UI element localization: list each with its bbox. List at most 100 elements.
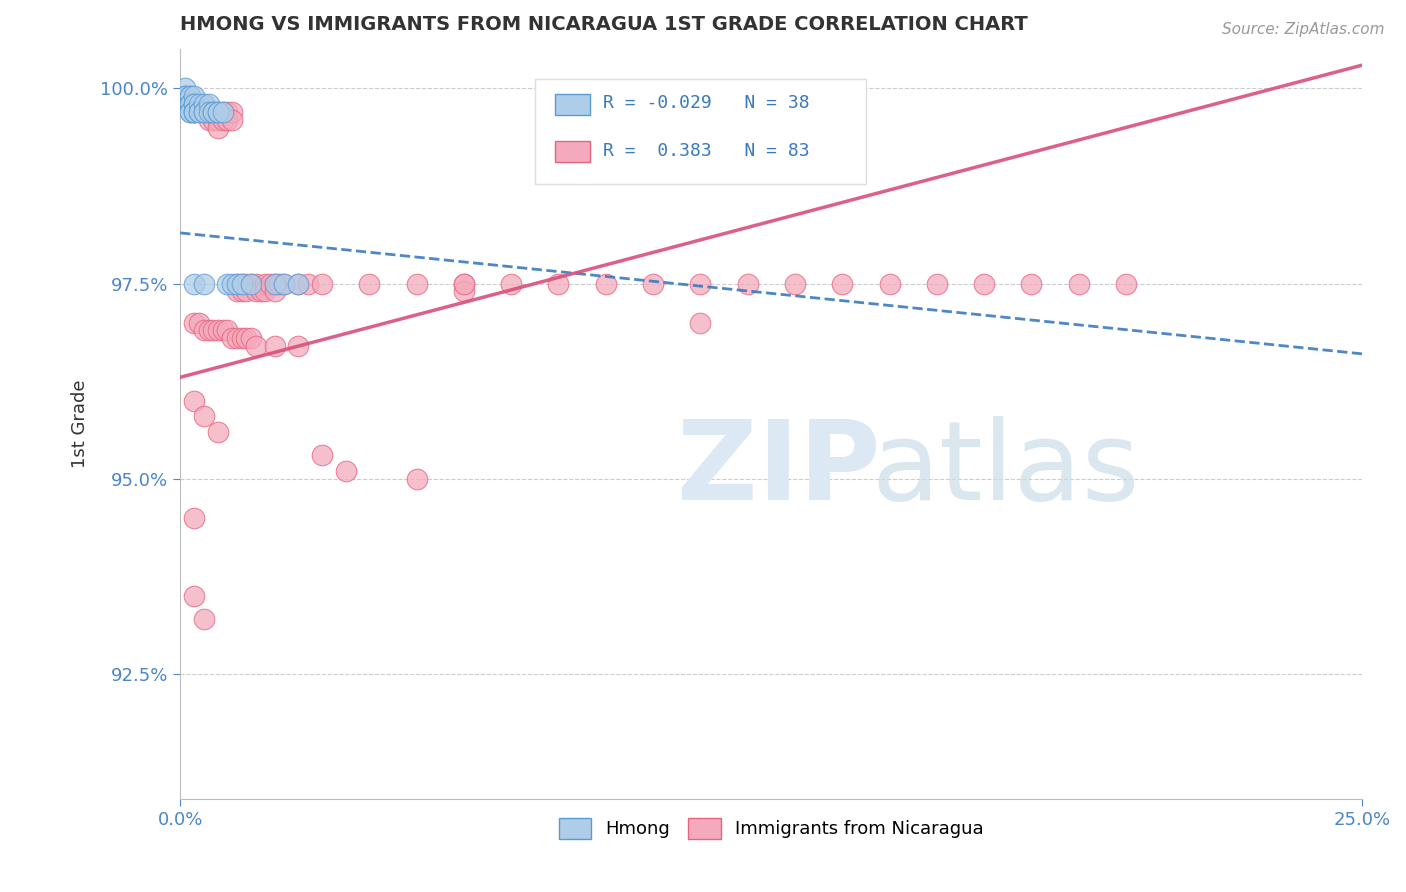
Point (879, 277, 901, 291)
Point (231, 277, 253, 291)
Legend: Hmong, Immigrants from Nicaragua: Hmong, Immigrants from Nicaragua (551, 811, 991, 846)
Point (207, 104, 229, 119)
Point (231, 277, 253, 291)
Point (689, 316, 711, 330)
Point (193, 277, 215, 291)
Point (179, 104, 201, 119)
Point (173, 89, 195, 103)
Point (311, 448, 333, 462)
Point (183, 97, 205, 112)
Point (183, 104, 205, 119)
Point (193, 104, 215, 119)
Point (235, 331, 257, 345)
Point (193, 323, 215, 337)
Point (211, 104, 233, 119)
Point (183, 104, 205, 119)
Text: HMONG VS IMMIGRANTS FROM NICARAGUA 1ST GRADE CORRELATION CHART: HMONG VS IMMIGRANTS FROM NICARAGUA 1ST G… (180, 15, 1028, 34)
Point (197, 112, 219, 127)
Point (235, 285, 257, 299)
Point (245, 285, 267, 299)
Text: atlas: atlas (872, 416, 1140, 523)
Point (273, 277, 295, 291)
Point (179, 104, 201, 119)
Point (225, 331, 247, 345)
Point (197, 97, 219, 112)
Point (269, 277, 291, 291)
Point (263, 277, 285, 291)
Point (231, 331, 253, 345)
Bar (555, 141, 591, 161)
Point (202, 323, 225, 337)
Point (641, 277, 664, 291)
Point (245, 277, 267, 291)
Point (173, 89, 195, 103)
Point (595, 277, 617, 291)
Point (240, 277, 263, 291)
Point (973, 277, 995, 291)
Point (1115, 277, 1137, 291)
Point (249, 285, 271, 299)
Point (173, 89, 195, 103)
Point (297, 277, 319, 291)
Point (231, 285, 253, 299)
Point (453, 277, 475, 291)
Point (240, 277, 263, 291)
Point (221, 104, 243, 119)
Point (207, 120, 229, 135)
Point (173, 81, 195, 95)
Point (188, 104, 211, 119)
Point (225, 285, 247, 299)
Point (221, 112, 243, 127)
Point (547, 277, 569, 291)
Point (273, 277, 295, 291)
Point (197, 323, 219, 337)
Point (179, 97, 201, 112)
Point (240, 331, 263, 345)
Point (925, 277, 948, 291)
Point (335, 464, 357, 478)
Point (202, 104, 225, 119)
Point (207, 323, 229, 337)
Point (207, 425, 229, 439)
Y-axis label: 1st Grade: 1st Grade (72, 380, 89, 468)
Point (211, 104, 233, 119)
Point (179, 89, 201, 103)
Point (183, 89, 205, 103)
Point (225, 277, 247, 291)
Point (254, 285, 277, 299)
Point (359, 277, 381, 291)
Point (217, 277, 239, 291)
Text: Source: ZipAtlas.com: Source: ZipAtlas.com (1222, 22, 1385, 37)
Point (287, 277, 309, 291)
Point (405, 472, 427, 486)
Point (245, 339, 267, 353)
Point (217, 104, 239, 119)
Point (207, 104, 229, 119)
Point (453, 277, 475, 291)
Point (217, 112, 239, 127)
Point (263, 339, 285, 353)
FancyBboxPatch shape (534, 79, 866, 185)
Point (263, 285, 285, 299)
Point (193, 612, 215, 626)
Point (259, 277, 281, 291)
Point (453, 285, 475, 299)
Text: R =  0.383   N = 83: R = 0.383 N = 83 (603, 142, 810, 160)
Point (254, 277, 277, 291)
Text: R = -0.029   N = 38: R = -0.029 N = 38 (603, 95, 810, 112)
Point (197, 104, 219, 119)
Point (183, 97, 205, 112)
Point (179, 97, 201, 112)
Point (183, 393, 205, 408)
Point (1067, 277, 1090, 291)
Point (221, 331, 243, 345)
Point (287, 339, 309, 353)
Point (235, 277, 257, 291)
Point (183, 589, 205, 603)
Point (783, 277, 806, 291)
Point (193, 97, 215, 112)
Point (183, 104, 205, 119)
Point (183, 277, 205, 291)
Point (183, 104, 205, 119)
Point (188, 316, 211, 330)
